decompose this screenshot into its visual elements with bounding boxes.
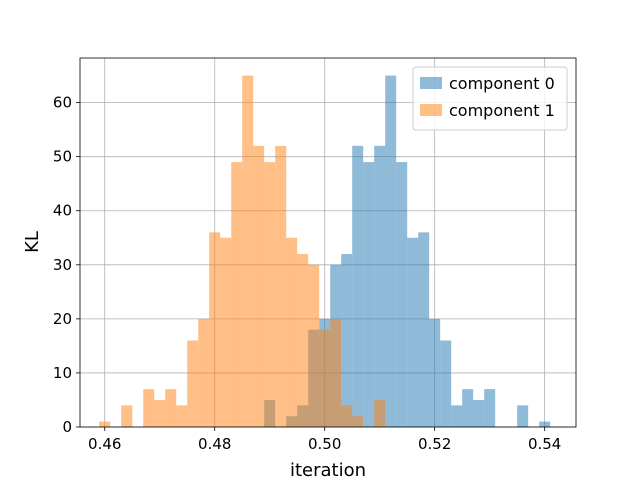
histogram-bar	[99, 421, 111, 427]
histogram-bar	[319, 329, 331, 427]
y-tick-label: 40	[53, 202, 72, 220]
histogram-bar	[121, 405, 133, 427]
histogram-bar	[374, 399, 386, 427]
histogram-bar	[396, 162, 408, 428]
histogram-bar	[352, 145, 364, 427]
x-tick-label: 0.50	[308, 435, 341, 453]
histogram-bar	[363, 162, 375, 428]
series-1-bars	[99, 75, 386, 428]
histogram-bar	[209, 232, 221, 427]
histogram-bar	[385, 75, 397, 428]
y-tick-label: 50	[53, 148, 72, 166]
histogram-bar	[484, 389, 496, 427]
y-tick-label: 20	[53, 310, 72, 328]
y-tick-label: 10	[53, 364, 72, 382]
legend: component 0 component 1	[412, 66, 568, 131]
histogram-bar	[374, 145, 386, 427]
x-tick-label: 0.48	[198, 435, 231, 453]
histogram-bar	[429, 318, 441, 427]
histogram-bar	[264, 162, 276, 428]
histogram-bar	[154, 399, 166, 427]
legend-label: component 1	[449, 101, 555, 120]
histogram-bar	[418, 232, 430, 427]
histogram-bar	[165, 389, 177, 427]
y-axis-label: KL	[22, 231, 43, 253]
legend-label: component 0	[449, 74, 555, 93]
histogram-bar	[308, 264, 320, 427]
histogram-bar	[286, 237, 298, 427]
histogram-bar	[297, 253, 309, 427]
histogram-bar	[462, 389, 474, 427]
histogram-bars	[99, 75, 551, 428]
histogram-bar	[198, 318, 210, 427]
legend-swatch	[420, 104, 442, 116]
histogram-bar	[176, 405, 188, 427]
y-tick-label: 30	[53, 256, 72, 274]
legend-swatch	[420, 77, 442, 89]
x-tick-label: 0.54	[528, 435, 561, 453]
histogram-bar	[517, 405, 529, 427]
histogram-bar	[341, 253, 353, 427]
histogram-bar	[242, 75, 254, 428]
histogram-bar	[473, 399, 485, 427]
histogram-bar	[253, 145, 265, 427]
histogram-bar	[275, 145, 287, 427]
histogram-bar	[451, 405, 463, 427]
x-axis-label: iteration	[290, 460, 366, 480]
histogram-bar	[231, 162, 243, 428]
histogram-bar	[440, 340, 452, 427]
histogram-bar	[187, 340, 199, 427]
y-tick-label: 0	[62, 418, 72, 436]
histogram-bar	[330, 318, 342, 427]
histogram-bar	[220, 237, 232, 427]
histogram-bar	[341, 405, 353, 427]
x-tick-label: 0.52	[418, 435, 451, 453]
plot-frame	[79, 57, 577, 428]
x-tick-label: 0.46	[88, 435, 121, 453]
x-axis-ticks: 0.46 0.48 0.50 0.52 0.54	[88, 427, 561, 453]
legend-box	[412, 66, 568, 131]
histogram-bar	[539, 421, 551, 427]
histogram-bar	[407, 237, 419, 427]
histogram-bar	[143, 389, 155, 427]
y-tick-label: 60	[53, 94, 72, 112]
histogram-bar	[352, 416, 364, 427]
y-axis-ticks: 0 10 20 30 40 50 60	[53, 94, 80, 436]
